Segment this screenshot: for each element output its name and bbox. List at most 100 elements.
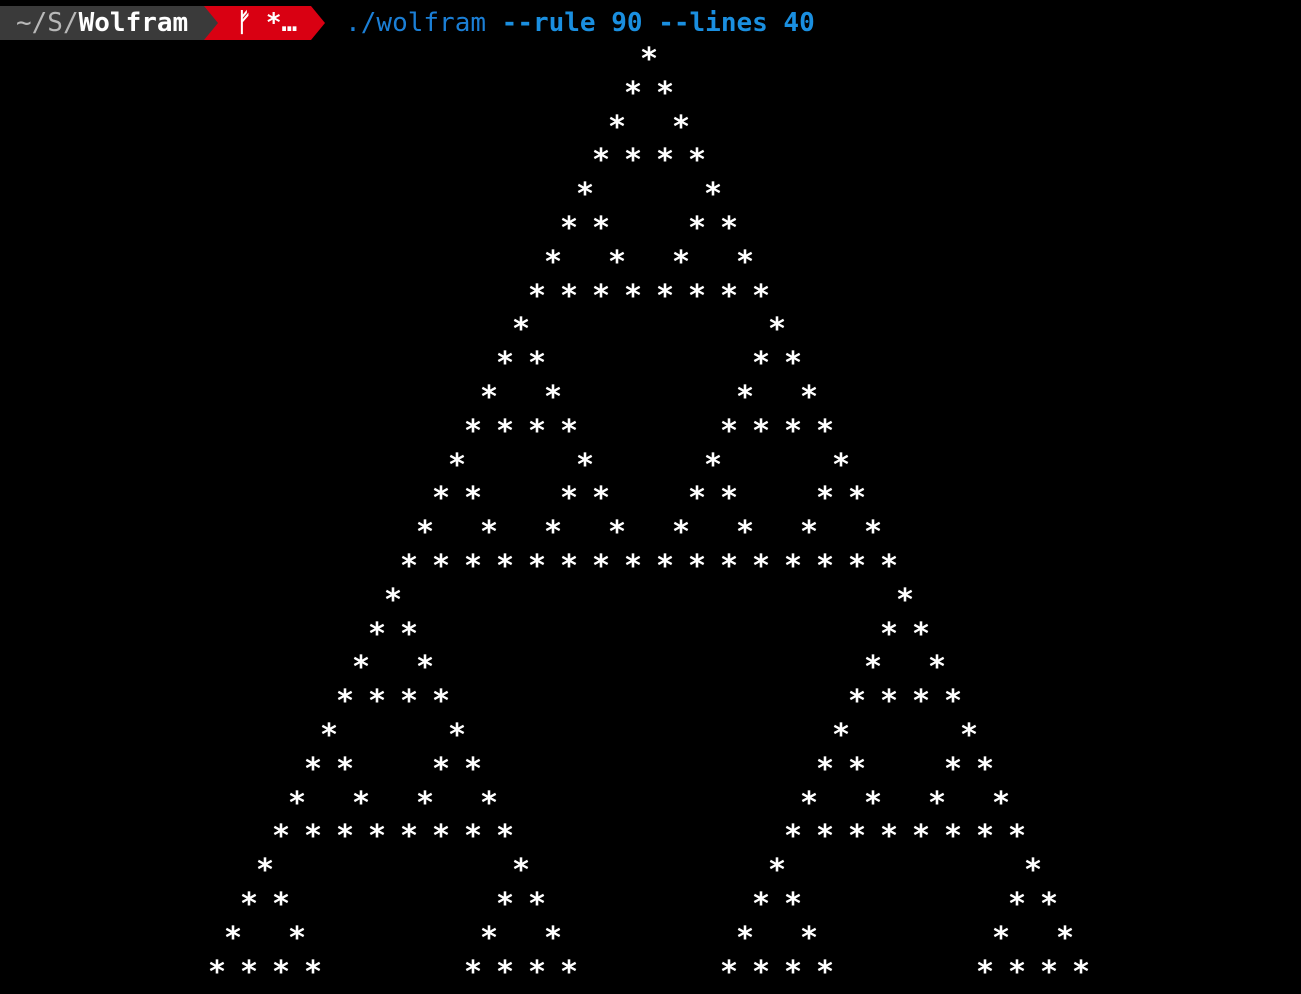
cell-star: * [543,515,563,551]
cell-star: * [367,819,387,855]
cell-star: * [431,481,451,517]
output-line: * * * * [0,651,1301,685]
cell-star: * [623,75,643,111]
cell-star: * [911,819,931,855]
cell-star: * [879,616,899,652]
cell-star: * [719,211,739,246]
cell-star: * [703,447,723,483]
cell-star: * [511,853,531,889]
cell-star: * [399,549,419,584]
cell-star: * [783,346,803,382]
cell-star: * [895,582,915,618]
cell-star: * [655,549,675,584]
output-line: * * * * [0,144,1301,178]
path-current-dir: Wolfram [78,8,189,38]
prompt-path-segment: ~/S/Wolfram [0,6,205,40]
output-line: * * * * * * * * [0,279,1301,314]
cell-star: * [911,616,931,652]
cell-star: * [591,143,611,179]
output-line: * * * * [0,244,1301,280]
cell-star: * [719,481,739,517]
cell-star: * [415,785,435,821]
cell-star: * [687,549,707,584]
output-line: * * * * * * * * [0,888,1301,922]
cell-star: * [815,481,835,517]
cell-star: * [479,785,499,821]
cell-star: * [559,413,579,449]
cell-star: * [239,954,259,990]
cell-star: * [527,346,547,382]
cell-star: * [687,211,707,246]
cell-star: * [671,244,691,280]
cell-star: * [767,312,787,348]
cell-star: * [223,920,243,956]
cell-star: * [863,785,883,821]
cell-star: * [751,413,771,449]
cell-star: * [783,887,803,922]
cell-star: * [431,751,451,787]
cell-star: * [431,684,451,720]
output-line: * * * * [0,212,1301,246]
cell-star: * [559,954,579,990]
output-line: * * * * * * * * [0,482,1301,516]
cell-star: * [943,751,963,787]
cell-star: * [927,650,947,686]
cell-star: * [303,819,323,855]
output-line: * * * * * * * * * * * * * * * * [0,954,1301,990]
cell-star: * [495,819,515,855]
cell-star: * [959,718,979,753]
cell-star: * [687,481,707,517]
cell-star: * [591,481,611,517]
cell-star: * [783,819,803,855]
cell-star: * [351,785,371,821]
cell-star: * [783,413,803,449]
cell-star: * [463,481,483,517]
cell-star: * [975,751,995,787]
cell-star: * [991,785,1011,821]
cell-star: * [815,954,835,990]
cell-star: * [239,887,259,922]
cell-star: * [559,211,579,246]
cell-star: * [1023,853,1043,889]
cell-star: * [799,785,819,821]
cell-star: * [431,549,451,584]
cell-star: * [335,751,355,787]
cell-star: * [287,785,307,821]
cell-star: * [495,954,515,990]
command-executable: ./wolfram [345,8,487,38]
cell-star: * [495,346,515,382]
cell-star: * [447,447,467,483]
cell-star: * [1039,887,1059,922]
cell-star: * [495,549,515,584]
cell-star: * [783,549,803,584]
command-line[interactable]: ./wolfram --rule 90 --lines 40 [345,8,815,38]
cell-star: * [447,718,467,753]
cell-star: * [799,920,819,956]
output-line: * * * * * * * * [0,751,1301,787]
cell-star: * [1007,954,1027,990]
cell-star: * [575,447,595,483]
cell-star: * [751,954,771,990]
cell-star: * [511,312,531,348]
cell-star: * [671,109,691,145]
cell-star: * [367,616,387,652]
cell-star: * [751,346,771,382]
cell-star: * [639,42,659,77]
cell-star: * [527,887,547,922]
output-line: * * * * [0,347,1301,381]
cell-star: * [303,751,323,787]
cell-star: * [1007,819,1027,855]
git-branch-icon: ᚠ [236,8,252,38]
cell-star: * [767,853,787,889]
output-line: * * * * [0,381,1301,415]
cell-star: * [735,515,755,551]
cell-star: * [1039,954,1059,990]
cell-star: * [319,718,339,753]
cell-star: * [863,650,883,686]
cell-star: * [383,582,403,618]
output-line: * * * * * * * * [0,685,1301,719]
cell-star: * [879,549,899,584]
cell-star: * [255,853,275,889]
cell-star: * [399,616,419,652]
